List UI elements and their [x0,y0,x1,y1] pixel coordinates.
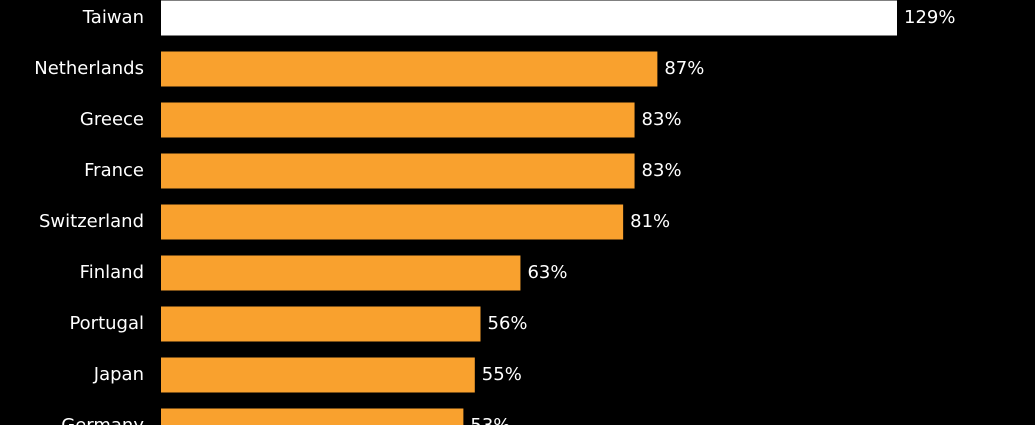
value-label: 55% [482,364,522,385]
bar [161,357,475,393]
category-label: Portugal [69,313,144,334]
bar [161,306,481,342]
bar [161,408,464,425]
value-label: 63% [527,262,567,283]
bar [161,0,897,36]
value-label: 81% [630,211,670,232]
category-label: Germany [61,415,144,425]
value-label: 83% [642,160,682,181]
category-label: Netherlands [34,58,144,79]
category-label: Taiwan [82,7,144,28]
category-label: Japan [93,364,144,385]
bar [161,204,624,240]
bar [161,153,635,189]
value-label: 87% [664,58,704,79]
bar [161,102,635,138]
value-label: 129% [904,7,955,28]
category-label: Greece [80,109,144,130]
category-label: Finland [80,262,144,283]
bar [161,255,521,291]
value-label: 83% [642,109,682,130]
category-label: France [84,160,144,181]
value-label: 56% [488,313,528,334]
category-label: Switzerland [39,211,144,232]
bar [161,51,658,87]
value-label: 53% [470,415,510,425]
